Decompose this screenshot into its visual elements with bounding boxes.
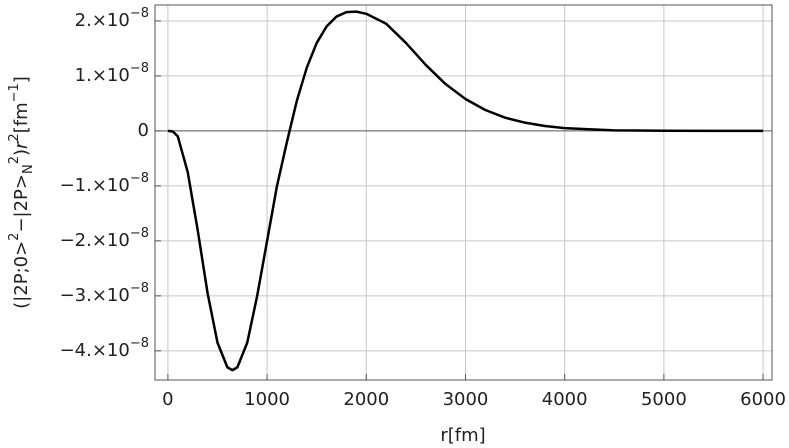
y-tick-exponent: −8 (130, 280, 149, 295)
y-tick-mantissa: −2.×10 (60, 230, 130, 251)
x-tick-label: 5000 (641, 389, 687, 410)
y-tick-exponent: −8 (130, 170, 149, 185)
y-axis-label: (|2P;0>2−|2P>N2)r2[fm−1] (7, 76, 36, 309)
x-tick-label: 1000 (244, 389, 290, 410)
y-tick-exponent: −8 (130, 60, 149, 75)
x-tick-label: 0 (162, 389, 173, 410)
y-axis-label-part: 2 (7, 156, 22, 164)
y-tick-exponent: −8 (130, 225, 149, 240)
x-tick-label: 2000 (343, 389, 389, 410)
y-axis-label-part: 2 (7, 233, 22, 241)
y-tick-exponent: −8 (130, 335, 149, 350)
y-axis-label-part: 2 (7, 133, 22, 141)
line-series (167, 10, 764, 372)
y-tick-label: −3.×10−8 (60, 280, 149, 306)
y-axis-label-part: N (21, 164, 36, 174)
y-axis-label-part: −|2P> (11, 174, 32, 233)
y-tick-mantissa: −4.×10 (60, 340, 130, 361)
y-axis-label-part: r (11, 140, 32, 149)
x-tick-label: 6000 (740, 389, 786, 410)
y-axis-label-part: (|2P;0> (11, 241, 32, 309)
plot-frame (154, 4, 773, 381)
y-tick-label: −1.×10−8 (60, 170, 149, 196)
x-axis-label: r[fm] (440, 425, 485, 446)
y-tick-label: 1.×10−8 (75, 60, 149, 86)
y-tick-label: 0 (138, 120, 149, 141)
y-axis-label-part: [fm (11, 102, 32, 133)
y-tick-label: 2.×10−8 (75, 5, 149, 31)
x-tick-label: 3000 (443, 389, 489, 410)
y-tick-mantissa: 2.×10 (75, 10, 130, 31)
y-tick-label: −4.×10−8 (60, 335, 149, 361)
y-tick-mantissa: −1.×10 (60, 175, 130, 196)
y-axis-label-part: −1 (7, 83, 22, 102)
y-tick-mantissa: 1.×10 (75, 65, 130, 86)
y-axis-label-part: ) (11, 149, 32, 156)
x-tick-label: 4000 (542, 389, 588, 410)
y-tick-label: −2.×10−8 (60, 225, 149, 251)
y-tick-mantissa: −3.×10 (60, 285, 130, 306)
y-tick-exponent: −8 (130, 5, 149, 20)
y-axis-label-part: ] (11, 76, 32, 83)
